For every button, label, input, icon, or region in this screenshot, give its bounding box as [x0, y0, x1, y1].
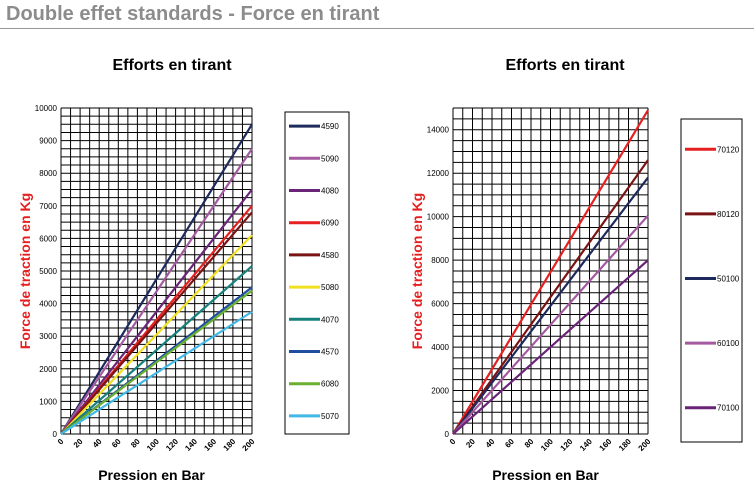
x-tick-label: 180	[222, 437, 238, 453]
y-tick-label: 12000	[427, 169, 450, 178]
x-tick-label: 80	[523, 437, 536, 450]
legend-label: 4590	[321, 122, 339, 131]
chart-title: Efforts en tirant	[112, 57, 232, 74]
series-line-6080	[60, 289, 253, 435]
series-line-4580	[60, 211, 253, 435]
series-line-70100	[452, 259, 649, 435]
legend-label: 4080	[321, 187, 339, 196]
y-tick-label: 0	[53, 430, 58, 439]
x-tick-label: 200	[241, 437, 257, 453]
legend	[680, 118, 743, 443]
series-line-5080	[60, 234, 253, 435]
y-tick-label: 9000	[39, 137, 57, 146]
legend-label: 4580	[321, 251, 339, 260]
x-tick-label: 40	[484, 437, 497, 450]
y-tick-label: 6000	[39, 234, 57, 243]
x-tick-label: 60	[503, 437, 516, 450]
x-tick-label: 100	[539, 437, 555, 453]
y-tick-label: 3000	[39, 332, 57, 341]
y-tick-label: 4000	[39, 300, 57, 309]
x-tick-label: 120	[559, 437, 575, 453]
legend-label: 50100	[717, 275, 740, 284]
series-line-4080	[60, 188, 253, 435]
x-tick-label: 20	[464, 437, 477, 450]
series-line-70120	[452, 109, 649, 435]
legend-label: 4570	[321, 348, 339, 357]
title-divider	[0, 28, 754, 29]
y-tick-label: 8000	[431, 256, 449, 265]
y-axis-label: Force de traction en Kg	[409, 193, 425, 349]
y-tick-label: 10000	[35, 104, 58, 113]
page-title: Double effet standards - Force en tirant	[6, 3, 380, 25]
legend-label: 6090	[321, 219, 339, 228]
x-tick-label: 200	[637, 437, 653, 453]
x-tick-label: 180	[617, 437, 633, 453]
series-line-4070	[60, 265, 253, 435]
series-line-4590	[60, 123, 253, 435]
series-line-5090	[60, 148, 253, 435]
x-tick-label: 120	[164, 437, 180, 453]
legend-label: 5080	[321, 283, 339, 292]
y-tick-label: 5000	[39, 267, 57, 276]
series-line-80120	[452, 159, 649, 435]
legend-label: 70120	[717, 145, 740, 154]
x-axis-label: Pression en Bar	[98, 467, 205, 483]
legend-label: 60100	[717, 339, 740, 348]
series-line-50100	[452, 176, 649, 435]
y-tick-label: 0	[445, 430, 450, 439]
x-tick-label: 140	[183, 437, 199, 453]
x-tick-label: 160	[202, 437, 218, 453]
series-line-60100	[452, 214, 649, 435]
chart-title: Efforts en tirant	[505, 57, 625, 74]
legend-label: 6080	[321, 380, 339, 389]
y-tick-label: 14000	[427, 126, 450, 135]
x-tick-label: 20	[72, 437, 85, 450]
y-tick-label: 10000	[427, 213, 450, 222]
x-tick-label: 60	[110, 437, 123, 450]
x-tick-label: 40	[91, 437, 104, 450]
legend	[284, 111, 350, 435]
x-tick-label: 0	[448, 437, 458, 447]
y-tick-label: 6000	[431, 300, 449, 309]
y-tick-label: 2000	[39, 365, 57, 374]
y-tick-label: 1000	[39, 397, 57, 406]
y-tick-label: 7000	[39, 202, 57, 211]
y-tick-label: 8000	[39, 169, 57, 178]
x-tick-label: 0	[56, 437, 66, 447]
x-tick-label: 140	[578, 437, 594, 453]
x-tick-label: 160	[598, 437, 614, 453]
y-tick-label: 2000	[431, 387, 449, 396]
x-tick-label: 100	[145, 437, 161, 453]
legend-label: 5070	[321, 412, 339, 421]
y-tick-label: 4000	[431, 343, 449, 352]
x-axis-label: Pression en Bar	[492, 467, 599, 483]
y-axis-label: Force de traction en Kg	[17, 193, 33, 349]
legend-label: 4070	[321, 315, 339, 324]
legend-label: 5090	[321, 154, 339, 163]
series-line-5070	[60, 310, 253, 435]
x-tick-label: 80	[129, 437, 142, 450]
legend-label: 70100	[717, 404, 740, 413]
legend-label: 80120	[717, 210, 740, 219]
